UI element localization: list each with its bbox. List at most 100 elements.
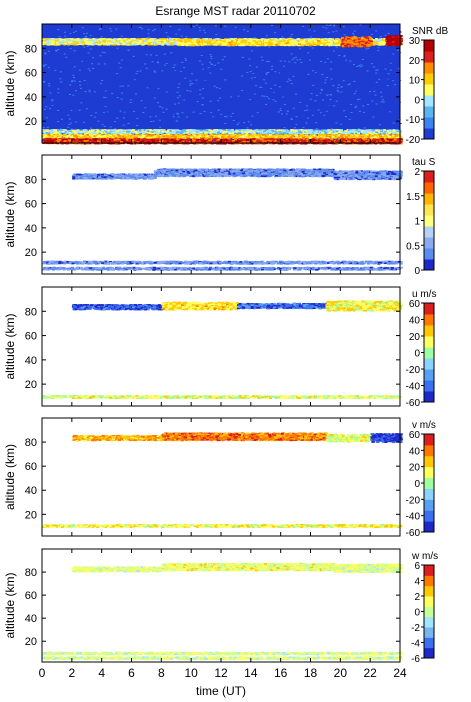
noise-pixel [292,76,294,77]
noise-pixel [93,75,95,76]
noise-pixel [257,109,259,110]
noise-pixel [311,93,313,94]
noise-pixel [383,101,385,102]
noise-pixel [355,106,357,107]
noise-pixel [327,95,329,96]
noise-pixel [67,102,69,103]
noise-pixel [253,75,255,76]
noise-pixel [268,61,270,62]
noise-pixel [98,100,100,101]
noise-pixel [287,81,289,82]
noise-pixel [179,95,181,96]
noise-pixel [355,49,357,50]
noise-pixel [201,94,203,95]
echo-cell [273,40,276,42]
noise-pixel [378,109,380,110]
noise-pixel [202,97,204,98]
noise-pixel [76,75,78,76]
noise-pixel [320,93,322,94]
noise-pixel [154,97,156,98]
noise-pixel [290,118,292,119]
echo-cell [375,41,378,43]
noise-pixel [323,101,325,102]
echo-cell [237,43,240,45]
noise-pixel [190,83,192,84]
noise-pixel [389,112,391,113]
noise-pixel [203,108,205,109]
echo-cell [133,44,136,46]
noise-pixel [131,112,133,113]
noise-pixel [74,81,76,82]
noise-pixel [81,99,83,100]
noise-pixel [151,61,153,62]
noise-pixel [343,80,345,81]
noise-pixel [268,84,270,85]
noise-pixel [57,49,59,50]
noise-pixel [238,52,240,53]
noise-pixel [316,95,318,96]
noise-pixel [329,94,331,95]
noise-pixel [321,74,323,75]
noise-pixel [83,122,85,123]
noise-pixel [205,81,207,82]
noise-pixel [185,31,187,32]
echo-cell [177,38,180,40]
noise-pixel [350,124,352,125]
noise-pixel [328,98,330,99]
echo-cell [228,40,231,42]
noise-pixel [313,64,315,65]
noise-pixel [268,98,270,99]
noise-pixel [81,111,83,112]
noise-pixel [214,96,216,97]
noise-pixel [352,33,354,34]
noise-pixel [265,83,267,84]
noise-pixel [183,49,185,50]
noise-pixel [389,56,391,57]
noise-pixel [379,124,381,125]
noise-pixel [137,71,139,72]
noise-pixel [180,71,182,72]
noise-pixel [183,100,185,101]
noise-pixel [370,28,372,29]
noise-pixel [279,56,281,57]
noise-pixel [202,88,204,89]
noise-pixel [70,123,72,124]
echo-cell [56,43,59,45]
noise-pixel [327,50,329,51]
noise-pixel [276,96,278,97]
noise-pixel [210,80,212,81]
noise-pixel [322,27,324,28]
noise-pixel [353,95,355,96]
noise-pixel [324,62,326,63]
noise-pixel [45,105,47,106]
noise-pixel [134,28,136,29]
noise-pixel [104,31,106,32]
noise-pixel [390,120,392,121]
noise-pixel [70,33,72,34]
noise-pixel [102,124,104,125]
noise-pixel [148,31,150,32]
noise-pixel [117,48,119,49]
echo-cell [308,40,311,42]
noise-pixel [268,112,270,113]
noise-pixel [350,73,352,74]
noise-pixel [299,102,301,103]
noise-pixel [251,78,253,79]
noise-pixel [74,66,76,67]
echo-cell [46,43,49,45]
noise-pixel [352,56,354,57]
echo-cell [148,43,151,45]
noise-pixel [116,73,118,74]
noise-pixel [57,92,59,93]
noise-pixel [89,97,91,98]
noise-pixel [330,73,332,74]
noise-pixel [46,117,48,118]
noise-pixel [287,99,289,100]
noise-pixel [370,113,372,114]
noise-pixel [122,86,124,87]
noise-pixel [88,68,90,69]
echo-cell [144,42,147,44]
noise-pixel [335,119,337,120]
echo-cell [98,44,101,46]
noise-pixel [44,116,46,117]
